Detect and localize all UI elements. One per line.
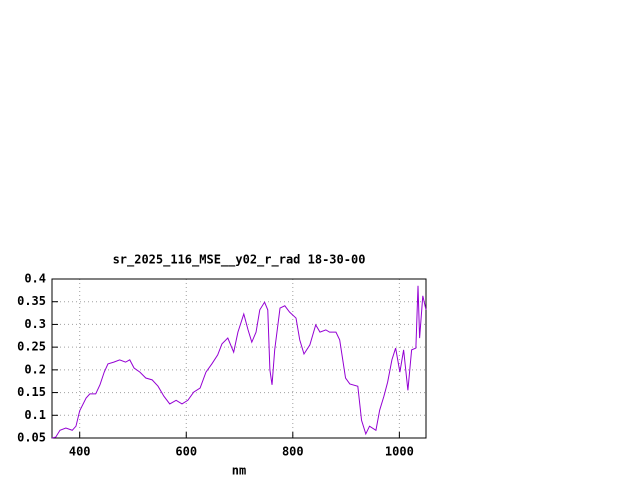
y-tick-label: 0.25 [17, 340, 46, 354]
x-tick-label: 800 [282, 445, 304, 459]
x-axis-label: nm [232, 464, 246, 478]
x-tick-label: 600 [175, 445, 197, 459]
chart-title: sr_2025_116_MSE__y02_r_rad 18-30-00 [113, 253, 366, 268]
y-tick-label: 0.1 [24, 408, 46, 422]
y-tick-label: 0.4 [24, 272, 46, 286]
y-tick-label: 0.35 [17, 294, 46, 308]
y-tick-label: 0.05 [17, 431, 46, 445]
y-tick-label: 0.2 [24, 362, 46, 376]
plot-frame [51, 278, 427, 439]
x-tick-label: 1000 [385, 445, 414, 459]
y-tick-label: 0.15 [17, 385, 46, 399]
data-line [51, 285, 427, 439]
y-tick-label: 0.3 [24, 317, 46, 331]
x-tick-label: 400 [69, 445, 91, 459]
